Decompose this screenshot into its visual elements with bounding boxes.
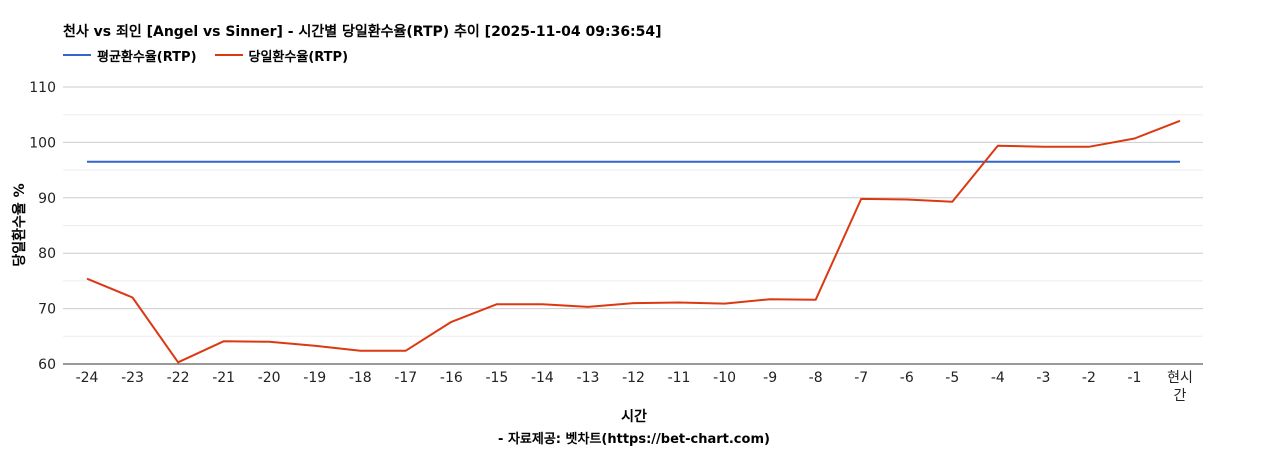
y-tick-label: 80 [38,246,56,262]
legend-swatch-daily-rtp [214,54,243,56]
x-tick-label: -17 [394,370,417,386]
y-tick-label: 60 [38,357,56,373]
x-tick-label: -22 [167,370,190,386]
source-credit: - 자료제공: 벳차트(https://bet-chart.com) [498,432,770,447]
x-tick-label: -19 [303,370,326,386]
legend-label-average-rtp: 평균환수율(RTP) [97,49,197,65]
x-tick-label: -15 [485,370,508,386]
x-tick-label: -14 [531,370,554,386]
legend: 평균환수율(RTP) 당일환수율(RTP) [63,45,366,65]
x-tick-label: -7 [854,370,868,386]
legend-label-daily-rtp: 당일환수율(RTP) [248,49,349,65]
x-tick-label: -1 [1127,370,1141,386]
chart-title: 천사 vs 죄인 [Angel vs Sinner] - 시간별 당일환수율(R… [63,24,662,40]
x-tick-label: -6 [900,370,914,386]
legend-item-average-rtp[interactable]: 평균환수율(RTP) [63,46,197,65]
y-tick-label: 90 [38,191,56,207]
x-tick-label: -20 [258,370,281,386]
x-tick-label: -13 [577,370,600,386]
x-tick-label: -8 [809,370,823,386]
y-tick-label: 70 [38,302,56,318]
series-line-daily-rtp [86,119,1181,364]
y-tick-label: 110 [29,80,56,96]
x-tick-label: -24 [76,370,99,386]
x-axis-title: 시간 [621,409,647,425]
x-tick-label: -10 [713,370,736,386]
legend-item-daily-rtp[interactable]: 당일환수율(RTP) [214,46,349,65]
legend-swatch-average-rtp [63,54,91,56]
x-tick-label: -3 [1036,370,1050,386]
x-tick-label: -9 [763,370,777,386]
x-tick-label: -12 [622,370,645,386]
x-tick-label: -18 [349,370,372,386]
x-tick-label: -2 [1082,370,1096,386]
x-tick-label: -4 [991,370,1005,386]
y-axis-title: 당일환수율 % [12,183,28,267]
x-tick-label: -16 [440,370,463,386]
x-tick-label: -23 [121,370,144,386]
x-tick-label: -11 [668,370,691,386]
x-tick-label: -5 [945,370,959,386]
y-tick-label: 100 [29,135,56,151]
x-tick-label: 현시 간 [1167,370,1193,404]
x-tick-label: -21 [212,370,235,386]
